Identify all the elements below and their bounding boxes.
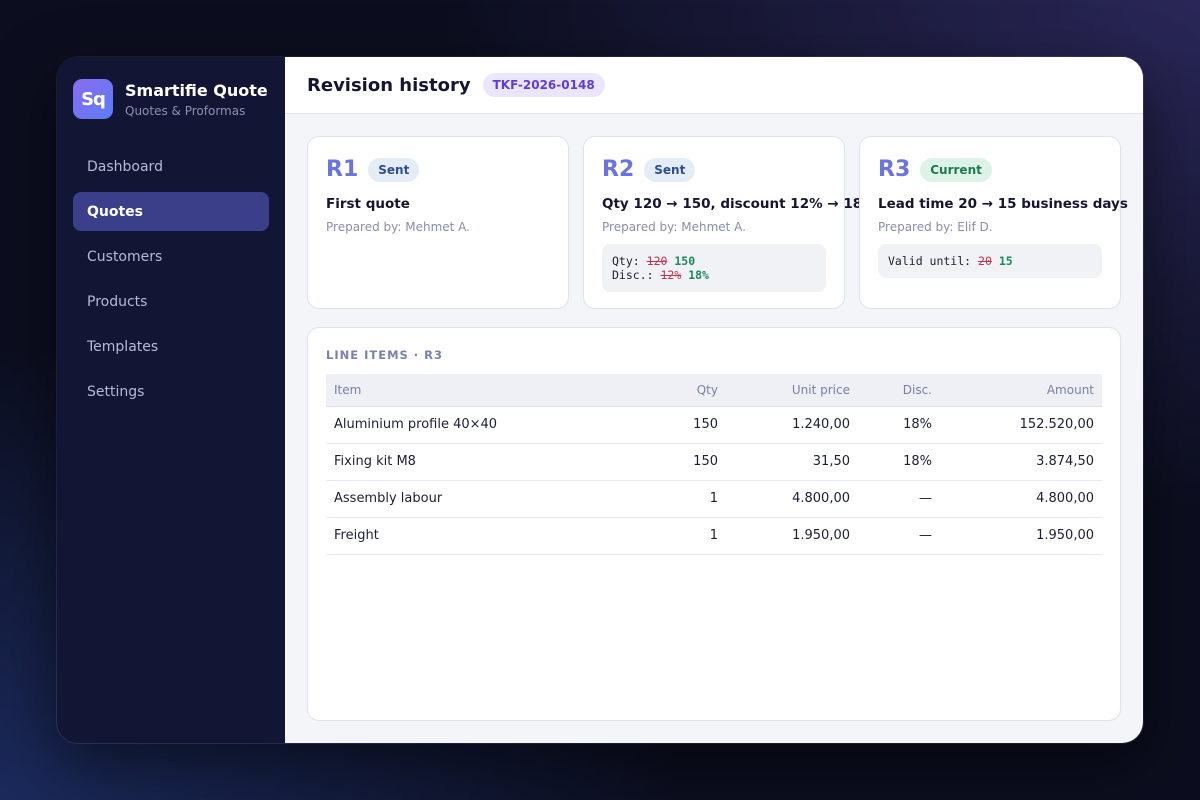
table-row[interactable]: Assembly labour 1 4.800,00 — 4.800,00: [326, 480, 1102, 518]
diff-label: Qty:: [612, 254, 640, 268]
cell-item: Fixing kit M8: [326, 443, 626, 481]
sidebar-item-quotes[interactable]: Quotes: [73, 192, 269, 231]
cell-amount: 152.520,00: [940, 406, 1102, 444]
cell-qty: 1: [626, 480, 726, 518]
cell-qty: 150: [626, 443, 726, 481]
revision-card-r1[interactable]: R1 Sent First quote Prepared by: Mehmet …: [307, 136, 569, 309]
diff-old-value: 12%: [660, 268, 682, 282]
revision-cards: R1 Sent First quote Prepared by: Mehmet …: [307, 136, 1128, 309]
sidebar-item-templates[interactable]: Templates: [87, 338, 159, 355]
revision-title: Qty 120 → 150, discount 12% → 18%: [602, 196, 876, 212]
quote-id-badge: TKF-2026-0148: [482, 73, 605, 97]
line-items-title: LINE ITEMS · R3: [326, 348, 444, 362]
sidebar: Sq Smartifie Quote Quotes & Proformas Da…: [57, 57, 285, 743]
main-panel: Revision history TKF-2026-0148 R1 Sent F…: [285, 57, 1143, 743]
revision-id: R3: [878, 157, 911, 182]
cell-discount: —: [858, 517, 940, 555]
revision-author: Prepared by: Mehmet A.: [602, 220, 746, 234]
table-row[interactable]: Fixing kit M8 150 31,50 18% 3.874,50: [326, 443, 1102, 481]
cell-unit-price: 1.240,00: [726, 406, 858, 444]
diff-old-value: 120: [646, 254, 668, 268]
cell-discount: 18%: [858, 406, 940, 444]
diff-new-value: 15: [998, 254, 1013, 268]
sidebar-item-products[interactable]: Products: [87, 293, 148, 310]
table-row[interactable]: Aluminium profile 40×40 150 1.240,00 18%…: [326, 406, 1102, 444]
cell-item: Freight: [326, 517, 626, 555]
status-badge: Sent: [644, 157, 696, 182]
column-header-qty[interactable]: Qty: [626, 374, 726, 407]
page-title: Revision history: [307, 74, 471, 96]
column-header-item[interactable]: Item: [326, 374, 626, 407]
page-header: Revision history TKF-2026-0148: [285, 57, 1143, 114]
app-name: Smartifie Quote: [125, 80, 268, 100]
revision-diff: Qty: 120 150 Disc.: 12% 18%: [602, 244, 826, 292]
diff-line: Qty: 120 150: [612, 254, 816, 268]
revision-card-r2[interactable]: R2 Sent Qty 120 → 150, discount 12% → 18…: [583, 136, 876, 309]
diff-line: Disc.: 12% 18%: [612, 268, 816, 282]
line-items-panel: LINE ITEMS · R3 Item Qty Unit price Disc…: [307, 327, 1121, 721]
table-row[interactable]: Freight 1 1.950,00 — 1.950,00: [326, 517, 1102, 555]
revision-id: R2: [602, 157, 635, 182]
cell-qty: 1: [626, 517, 726, 555]
cell-amount: 4.800,00: [940, 480, 1102, 518]
cell-amount: 1.950,00: [940, 517, 1102, 555]
revision-card-r3[interactable]: R3 Current Lead time 20 → 15 business da…: [859, 136, 1128, 309]
diff-line: Valid until: 20 15: [888, 254, 1092, 268]
diff-label: Valid until:: [888, 254, 972, 268]
status-badge: Current: [920, 157, 992, 182]
column-header-amount[interactable]: Amount: [940, 374, 1102, 407]
brand: Sq Smartifie Quote Quotes & Proformas: [73, 79, 269, 119]
cell-unit-price: 31,50: [726, 443, 858, 481]
revision-author: Prepared by: Elif D.: [878, 220, 993, 234]
cell-unit-price: 1.950,00: [726, 517, 858, 555]
cell-item: Aluminium profile 40×40: [326, 406, 626, 444]
revision-title: Lead time 20 → 15 business days: [878, 196, 1128, 212]
cell-item: Assembly labour: [326, 480, 626, 518]
revision-author: Prepared by: Mehmet A.: [326, 220, 470, 234]
app-window: Sq Smartifie Quote Quotes & Proformas Da…: [56, 56, 1144, 744]
diff-label: Disc.:: [612, 268, 654, 282]
cell-amount: 3.874,50: [940, 443, 1102, 481]
diff-new-value: 150: [674, 254, 696, 268]
app-logo-icon: Sq: [73, 79, 113, 119]
revision-title: First quote: [326, 196, 410, 212]
cell-qty: 150: [626, 406, 726, 444]
sidebar-item-settings[interactable]: Settings: [87, 383, 145, 400]
diff-old-value: 20: [978, 254, 992, 268]
status-badge: Sent: [368, 157, 420, 182]
line-items-table: Item Qty Unit price Disc. Amount Alumini…: [326, 374, 1102, 555]
cell-discount: 18%: [858, 443, 940, 481]
content-area: R1 Sent First quote Prepared by: Mehmet …: [285, 114, 1143, 743]
cell-discount: —: [858, 480, 940, 518]
sidebar-item-customers[interactable]: Customers: [87, 248, 163, 265]
diff-new-value: 18%: [688, 268, 709, 282]
app-subtitle: Quotes & Proformas: [125, 103, 246, 118]
revision-id: R1: [326, 157, 359, 182]
column-header-unit-price[interactable]: Unit price: [726, 374, 858, 407]
revision-diff: Valid until: 20 15: [878, 244, 1102, 278]
cell-unit-price: 4.800,00: [726, 480, 858, 518]
column-header-discount[interactable]: Disc.: [858, 374, 940, 407]
table-header-row: Item Qty Unit price Disc. Amount: [326, 374, 1102, 407]
sidebar-item-dashboard[interactable]: Dashboard: [87, 158, 163, 175]
sidebar-nav: Dashboard Quotes Customers Products Temp…: [73, 147, 269, 411]
